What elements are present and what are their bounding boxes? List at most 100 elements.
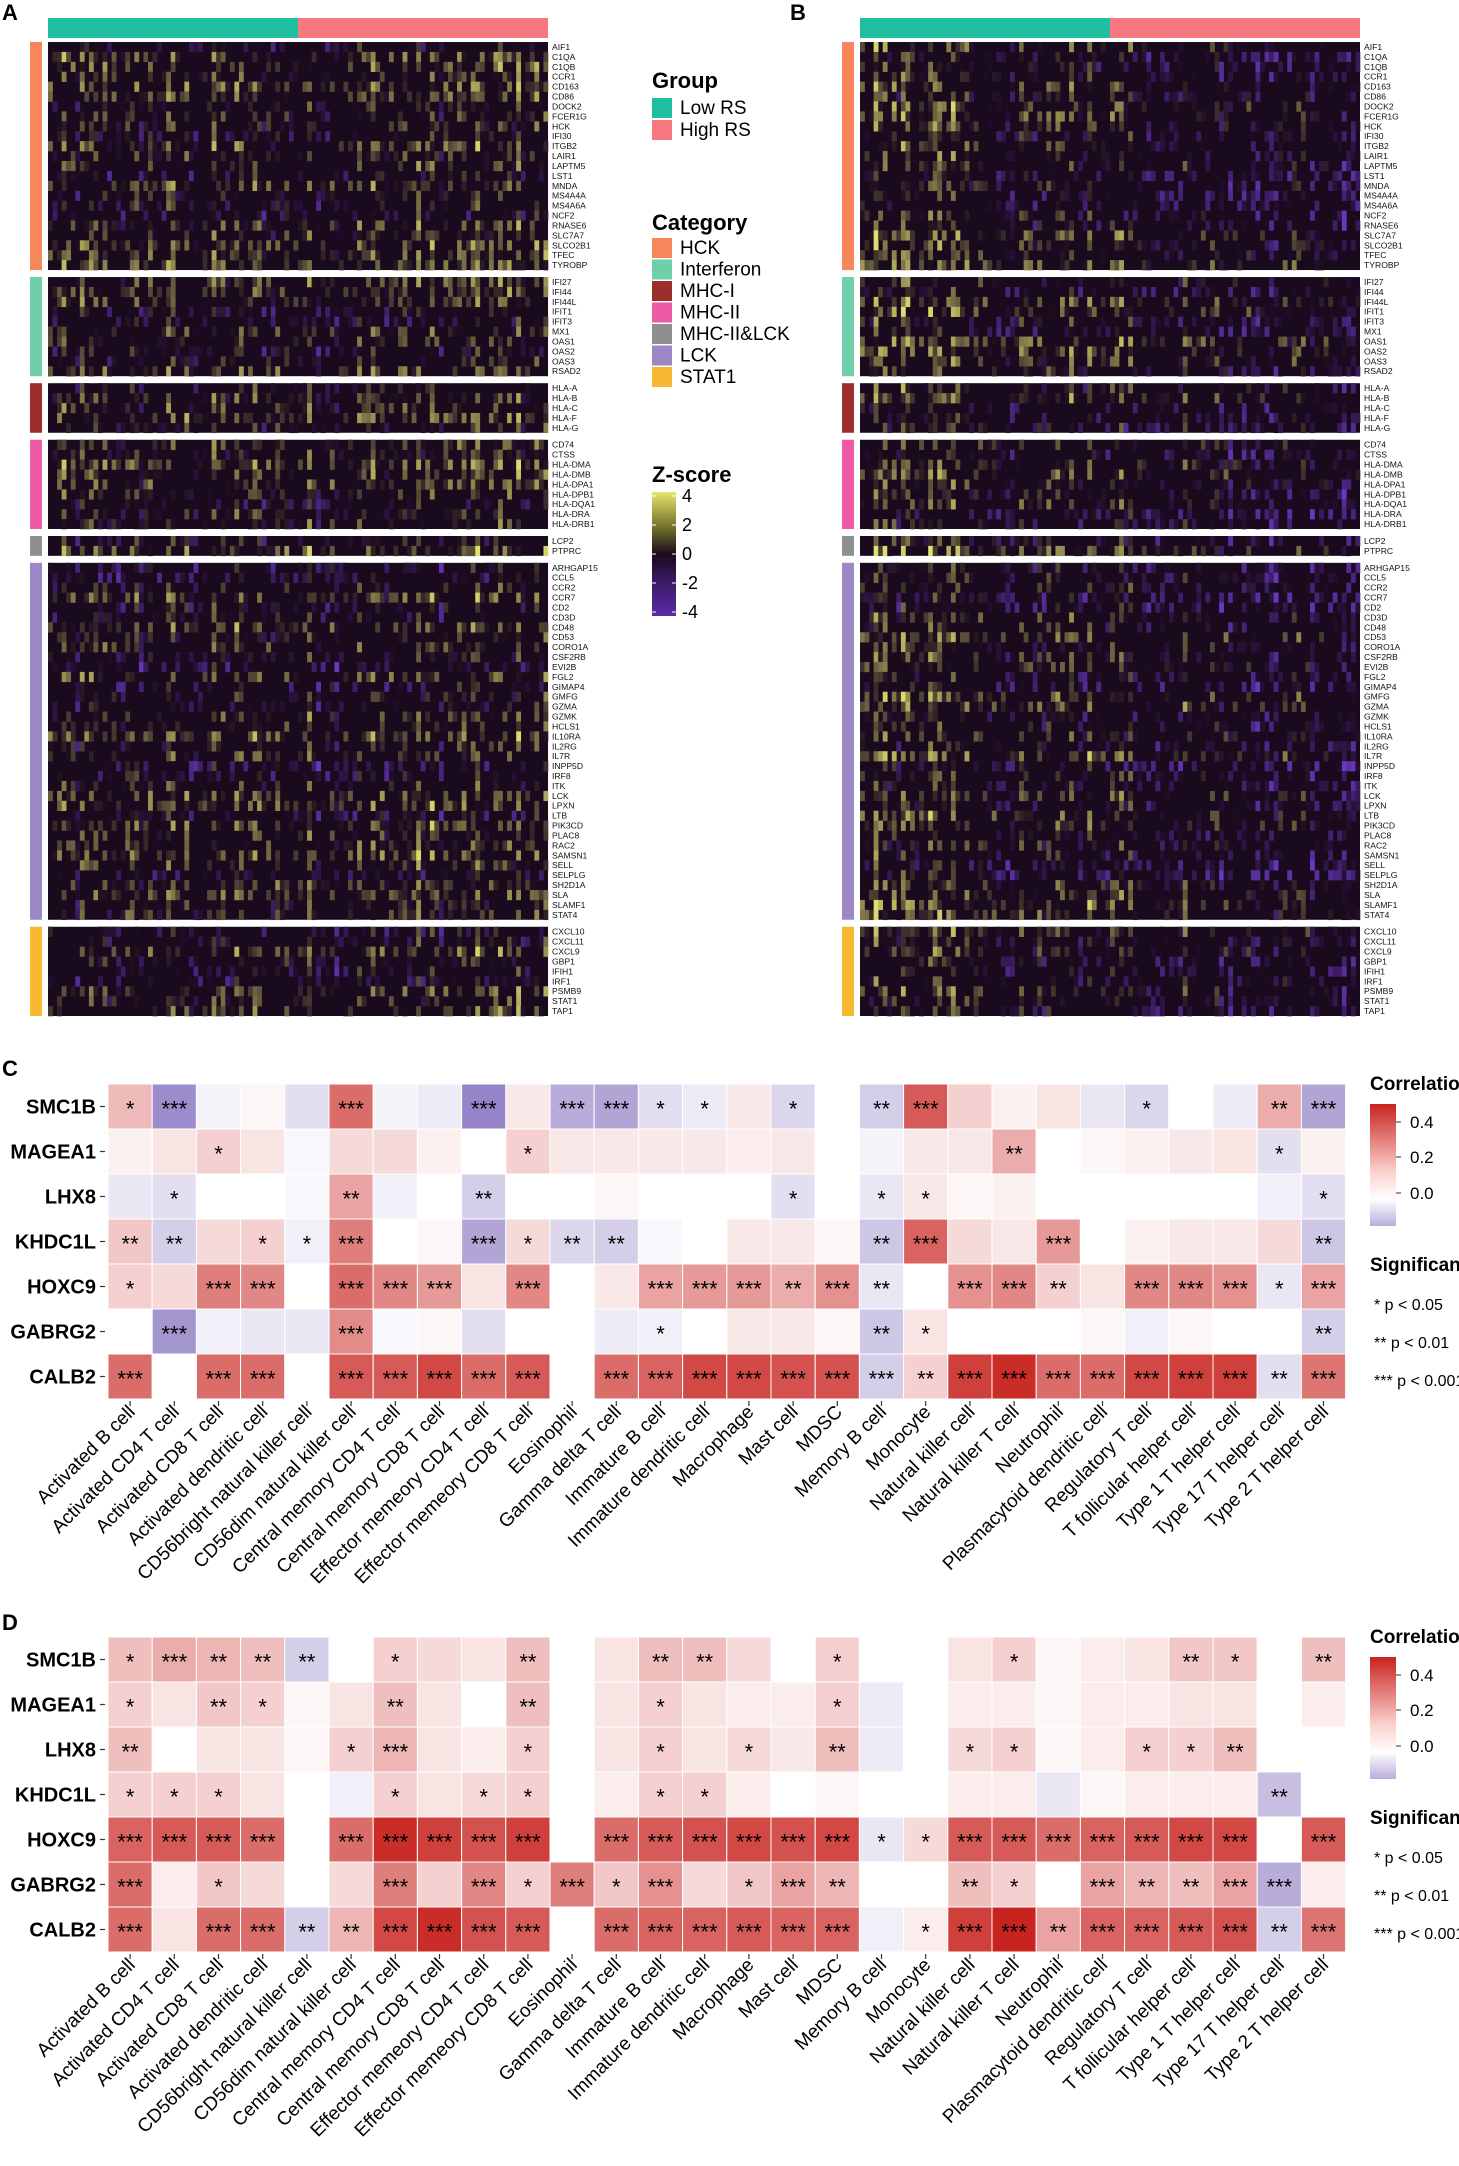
heatmap-cell bbox=[275, 800, 281, 811]
heatmap-cell bbox=[461, 850, 467, 861]
heatmap-cell bbox=[384, 469, 390, 480]
heatmap-cell bbox=[157, 632, 162, 643]
heatmap-cell bbox=[457, 741, 462, 752]
heatmap-cell bbox=[234, 632, 240, 643]
heatmap-cell bbox=[1269, 250, 1274, 261]
heatmap-cell bbox=[66, 671, 72, 683]
heatmap-cell bbox=[116, 439, 122, 450]
heatmap-cell bbox=[193, 909, 199, 921]
heatmap-cell bbox=[266, 499, 272, 510]
heatmap-cell bbox=[1060, 240, 1065, 251]
heatmap-cell bbox=[116, 519, 122, 530]
heatmap-cell bbox=[252, 180, 258, 192]
heatmap-cell bbox=[475, 170, 481, 182]
heatmap-cell bbox=[896, 346, 902, 357]
heatmap-cell bbox=[1064, 131, 1070, 142]
heatmap-cell bbox=[1032, 240, 1038, 251]
heatmap-cell bbox=[302, 296, 308, 308]
heatmap-cell bbox=[516, 131, 522, 142]
heatmap-cell bbox=[502, 711, 508, 722]
heatmap-cell bbox=[393, 622, 399, 633]
heatmap-cell bbox=[538, 449, 544, 460]
heatmap-cell bbox=[143, 661, 149, 673]
heatmap-cell bbox=[134, 592, 140, 603]
heatmap-cell bbox=[928, 422, 934, 434]
heatmap-cell bbox=[1078, 366, 1084, 377]
heatmap-cell bbox=[1114, 326, 1120, 337]
heatmap-cell bbox=[61, 131, 67, 142]
heatmap-cell bbox=[498, 671, 503, 683]
heatmap-cell bbox=[860, 61, 865, 73]
heatmap-cell bbox=[543, 790, 549, 802]
heatmap-cell bbox=[161, 800, 167, 811]
heatmap-cell bbox=[138, 412, 144, 424]
heatmap-cell bbox=[891, 141, 897, 152]
heatmap-cell bbox=[61, 141, 67, 152]
gene-label: RNASE6 bbox=[552, 220, 587, 230]
heatmap-cell bbox=[170, 250, 176, 261]
heatmap-cell bbox=[1341, 190, 1347, 201]
heatmap-cell bbox=[370, 459, 376, 470]
heatmap-cell bbox=[960, 306, 965, 317]
heatmap-cell bbox=[1087, 141, 1093, 152]
heatmap-cell bbox=[443, 131, 449, 142]
heatmap-cell bbox=[1264, 51, 1270, 63]
heatmap-cell bbox=[479, 986, 485, 997]
heatmap-cell bbox=[932, 220, 938, 231]
heatmap-cell bbox=[1346, 61, 1352, 73]
heatmap-cell bbox=[125, 91, 131, 102]
heatmap-cell bbox=[348, 780, 353, 792]
heatmap-cell bbox=[307, 820, 312, 831]
heatmap-cell bbox=[211, 671, 217, 683]
heatmap-cell bbox=[932, 336, 938, 347]
heatmap-cell bbox=[534, 701, 540, 712]
heatmap-cell bbox=[420, 956, 426, 967]
heatmap-cell bbox=[416, 499, 422, 510]
heatmap-cell bbox=[152, 240, 158, 251]
heatmap-cell bbox=[1269, 220, 1274, 231]
heatmap-cell bbox=[111, 996, 117, 1007]
heatmap-cell bbox=[52, 731, 58, 742]
heatmap-cell bbox=[211, 111, 217, 122]
heatmap-cell bbox=[211, 632, 217, 643]
heatmap-cell bbox=[75, 880, 81, 891]
heatmap-cell bbox=[207, 976, 212, 987]
heatmap-cell bbox=[211, 459, 217, 470]
heatmap-cell bbox=[111, 220, 117, 231]
heatmap-cell bbox=[452, 403, 458, 414]
heatmap-cell bbox=[1205, 286, 1211, 298]
heatmap-cell bbox=[973, 141, 979, 152]
heatmap-cell bbox=[225, 996, 231, 1007]
heatmap-cell bbox=[416, 230, 422, 241]
heatmap-cell bbox=[520, 277, 526, 288]
heatmap-cell bbox=[138, 731, 144, 742]
heatmap-cell bbox=[70, 880, 76, 891]
heatmap-cell bbox=[307, 131, 312, 142]
heatmap-cell bbox=[134, 642, 140, 653]
heatmap-cell bbox=[416, 612, 422, 623]
heatmap-cell bbox=[457, 61, 462, 73]
heatmap-cell bbox=[116, 190, 122, 201]
heatmap-cell bbox=[157, 151, 162, 162]
heatmap-cell bbox=[1228, 71, 1234, 82]
heatmap-cell bbox=[243, 661, 249, 673]
heatmap-cell bbox=[134, 602, 140, 613]
heatmap-cell bbox=[1310, 326, 1315, 337]
heatmap-cell bbox=[873, 336, 879, 347]
heatmap-cell bbox=[184, 946, 190, 957]
heatmap-cell bbox=[125, 592, 131, 603]
heatmap-cell bbox=[411, 946, 417, 957]
heatmap-cell bbox=[516, 316, 522, 327]
heatmap-cell bbox=[270, 771, 276, 782]
heatmap-cell bbox=[960, 180, 965, 192]
heatmap-cell bbox=[170, 780, 176, 792]
heatmap-cell bbox=[298, 260, 303, 271]
heatmap-cell bbox=[529, 81, 535, 92]
heatmap-cell bbox=[307, 976, 312, 987]
heatmap-cell bbox=[284, 545, 290, 557]
heatmap-cell bbox=[1282, 439, 1288, 450]
heatmap-cell bbox=[375, 602, 381, 613]
heatmap-cell bbox=[302, 403, 308, 414]
heatmap-cell bbox=[375, 306, 381, 317]
heatmap-cell bbox=[375, 336, 381, 347]
